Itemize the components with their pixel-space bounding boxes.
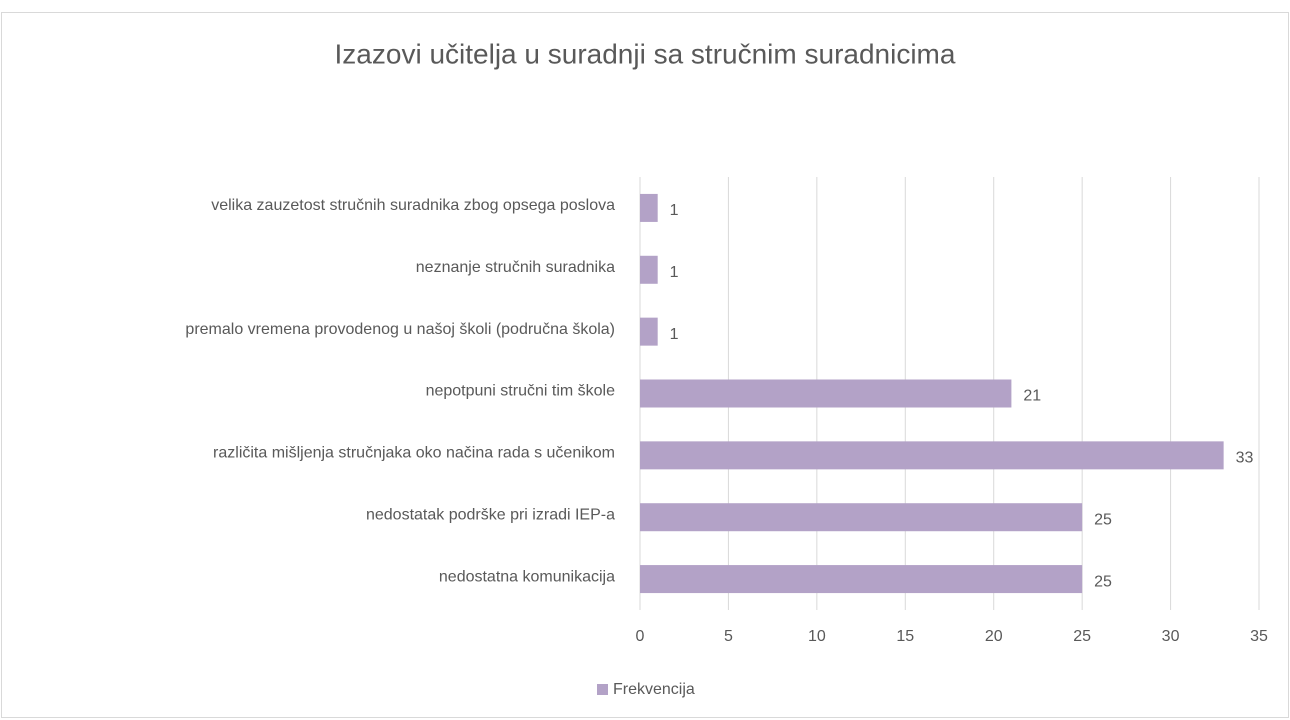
chart-border <box>1 12 1289 718</box>
bar <box>640 379 1012 408</box>
y-tick-label: različita mišljenja stručnjaka oko način… <box>213 445 615 462</box>
bar <box>640 193 658 222</box>
x-tick-label: 35 <box>1250 628 1268 645</box>
x-tick-label: 20 <box>985 628 1003 645</box>
x-tick-label: 30 <box>1162 628 1180 645</box>
bar <box>640 317 658 346</box>
bar <box>640 503 1083 532</box>
data-label: 25 <box>1094 511 1112 528</box>
x-tick-label: 10 <box>808 628 826 645</box>
data-label: 21 <box>1023 388 1041 405</box>
bar <box>640 565 1083 594</box>
y-tick-label: premalo vremena provodenog u našoj školi… <box>185 321 615 338</box>
data-label: 1 <box>670 326 679 343</box>
y-tick-label: nedostatak podrške pri izradi IEP-a <box>366 506 615 523</box>
y-tick-label: nepotpuni stručni tim škole <box>426 383 616 400</box>
data-label: 1 <box>670 264 679 281</box>
legend-label: Frekvencija <box>613 681 695 698</box>
data-label: 33 <box>1236 450 1254 467</box>
y-tick-label: neznanje stručnih suradnika <box>416 259 615 276</box>
x-tick-label: 25 <box>1073 628 1091 645</box>
data-label: 25 <box>1094 573 1112 590</box>
legend-swatch <box>597 684 608 695</box>
x-tick-label: 15 <box>896 628 914 645</box>
y-tick-label: nedostatna komunikacija <box>439 568 615 585</box>
bar <box>640 441 1224 470</box>
chart-title: Izazovi učitelja u suradnji sa stručnim … <box>335 38 956 69</box>
x-tick-label: 5 <box>724 628 733 645</box>
y-tick-label: velika zauzetost stručnih suradnika zbog… <box>211 197 615 214</box>
data-label: 1 <box>670 202 679 219</box>
x-tick-label: 0 <box>636 628 645 645</box>
bar <box>640 255 658 284</box>
